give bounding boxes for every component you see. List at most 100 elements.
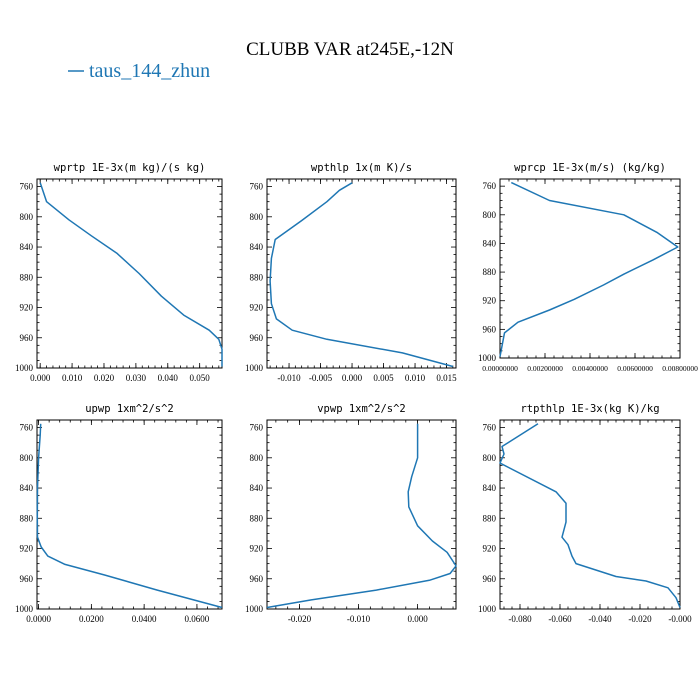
panel-rtpthlp: rtpthlp 1E-3x(kg K)/kg 760 800 840 880 920 960… (478, 403, 692, 624)
x-tick-label-wpthlp: 0.015 (436, 373, 457, 383)
legend-label: taus_144_zhun (89, 60, 210, 82)
y-tick-label-wpthlp: 880 (250, 272, 264, 282)
y-tick-label-wprtp: 800 (20, 212, 34, 222)
x-tick-label-wpthlp: 0.010 (405, 373, 426, 383)
plot-frame-rtpthlp (499, 419, 681, 610)
figure-title: CLUBB VAR at245E,-12N (246, 39, 454, 60)
y-tick-label-wprtp: 760 (20, 182, 34, 192)
x-tick-label-upwp: 0.0600 (185, 614, 210, 624)
panel-title-wpthlp: wpthlp 1x(m K)/s (311, 162, 412, 174)
plot-frame-wpthlp (266, 178, 457, 369)
x-tick-label-vpwp: -0.010 (347, 614, 371, 624)
x-tick-label-wprcp: 0.00800000 (662, 364, 698, 373)
x-tick-label-wpthlp: -0.010 (277, 373, 301, 383)
y-tick-label-wprcp: 1000 (478, 353, 497, 363)
x-tick-label-rtpthlp: -0.080 (508, 614, 532, 624)
y-tick-label-wpthlp: 920 (250, 303, 264, 313)
y-tick-label-wpthlp: 960 (250, 333, 264, 343)
y-tick-label-vpwp: 840 (250, 483, 264, 493)
y-tick-label-rtpthlp: 760 (483, 423, 497, 433)
panel-title-wprcp: wprcp 1E-3x(m/s) (kg/kg) (514, 162, 666, 174)
panel-upwp: upwp 1xm^2/s^2 760 800 840 880 920 960 10000.00… (15, 403, 223, 624)
y-tick-label-rtpthlp: 1000 (478, 604, 497, 614)
x-tick-label-wprtp: 0.050 (190, 373, 211, 383)
x-tick-label-rtpthlp: -0.040 (588, 614, 612, 624)
y-tick-label-rtpthlp: 800 (483, 453, 497, 463)
x-tick-label-rtpthlp: -0.000 (668, 614, 692, 624)
panel-vpwp: vpwp 1xm^2/s^2 760 800 840 880 920 960 1000 -0.0… (245, 403, 457, 624)
y-tick-label-wprcp: 920 (483, 296, 497, 306)
y-tick-label-wpthlp: 760 (250, 182, 264, 192)
x-tick-label-wprtp: 0.040 (158, 373, 179, 383)
y-tick-label-wprcp: 880 (483, 267, 497, 277)
x-tick-label-wpthlp: -0.005 (309, 373, 333, 383)
y-tick-label-upwp: 960 (20, 574, 34, 584)
x-tick-label-wprcp: 0.00200000 (527, 364, 563, 373)
y-tick-label-upwp: 920 (20, 544, 34, 554)
y-tick-label-rtpthlp: 840 (483, 483, 497, 493)
plot-frame-wprtp (36, 178, 223, 369)
y-tick-label-wpthlp: 800 (250, 212, 264, 222)
x-tick-label-vpwp: -0.020 (288, 614, 312, 624)
x-tick-label-upwp: 0.0200 (79, 614, 104, 624)
x-tick-label-wprcp: 0.00400000 (572, 364, 608, 373)
y-tick-label-wprtp: 880 (20, 272, 34, 282)
series-line-rtpthlp (499, 423, 681, 608)
x-tick-label-wprtp: 0.020 (94, 373, 115, 383)
y-tick-label-wprtp: 920 (20, 303, 34, 313)
series-line-upwp (36, 423, 223, 609)
y-tick-label-wprcp: 840 (483, 238, 497, 248)
y-tick-label-wprcp: 960 (483, 324, 497, 334)
y-tick-label-vpwp: 960 (250, 574, 264, 584)
y-tick-label-upwp: 800 (20, 453, 34, 463)
plot-frame-upwp (36, 419, 223, 610)
y-tick-label-upwp: 880 (20, 513, 34, 523)
x-tick-label-wpthlp: 0.000 (342, 373, 363, 383)
panel-wprtp: wprtp 1E-3x(m kg)/(s kg) 760 800 840 880 920 9… (15, 162, 223, 383)
y-tick-label-wprtp: 1000 (15, 363, 34, 373)
x-tick-label-wprtp: 0.010 (62, 373, 83, 383)
chart-panels: wprtp 1E-3x(m kg)/(s kg) 760 800 840 880 920 9… (15, 162, 698, 624)
x-tick-label-upwp: 0.0400 (132, 614, 157, 624)
panel-title-vpwp: vpwp 1xm^2/s^2 (317, 403, 406, 415)
panel-wprcp: wprcp 1E-3x(m/s) (kg/kg) 760 800 840 880 920 9… (478, 162, 698, 373)
y-tick-label-wprtp: 960 (20, 333, 34, 343)
series-line-wprtp (39, 182, 223, 367)
series-line-wpthlp (269, 182, 454, 368)
x-tick-label-rtpthlp: -0.060 (548, 614, 572, 624)
x-tick-label-wprcp: 0.00600000 (617, 364, 653, 373)
x-tick-label-wprtp: 0.030 (126, 373, 147, 383)
y-tick-label-upwp: 840 (20, 483, 34, 493)
x-tick-label-upwp: 0.0000 (26, 614, 51, 624)
y-tick-label-wpthlp: 1000 (245, 363, 264, 373)
y-tick-label-rtpthlp: 880 (483, 513, 497, 523)
x-tick-label-vpwp: 0.000 (407, 614, 428, 624)
y-tick-label-upwp: 1000 (15, 604, 34, 614)
y-tick-label-wprtp: 840 (20, 242, 34, 252)
y-tick-label-vpwp: 760 (250, 423, 264, 433)
series-line-vpwp (266, 423, 457, 609)
y-tick-label-rtpthlp: 920 (483, 544, 497, 554)
panel-title-wprtp: wprtp 1E-3x(m kg)/(s kg) (54, 162, 206, 174)
plot-frame-vpwp (266, 419, 457, 610)
y-tick-label-wprcp: 800 (483, 210, 497, 220)
x-tick-label-wpthlp: 0.005 (373, 373, 394, 383)
panel-wpthlp: wpthlp 1x(m K)/s 760 800 840 880 920 960 1000 -0… (245, 162, 457, 383)
legend: taus_144_zhun (68, 60, 210, 82)
y-tick-label-wprcp: 760 (483, 181, 497, 191)
y-tick-label-wpthlp: 840 (250, 242, 264, 252)
y-tick-label-vpwp: 880 (250, 513, 264, 523)
y-tick-label-vpwp: 1000 (245, 604, 264, 614)
y-tick-label-vpwp: 920 (250, 544, 264, 554)
y-tick-label-vpwp: 800 (250, 453, 264, 463)
x-tick-label-rtpthlp: -0.020 (628, 614, 652, 624)
panel-title-rtpthlp: rtpthlp 1E-3x(kg K)/kg (520, 403, 659, 415)
plot-frame-wprcp (499, 178, 681, 359)
x-tick-label-wprcp: 0.00000000 (482, 364, 518, 373)
y-tick-label-rtpthlp: 960 (483, 574, 497, 584)
series-line-wprcp (499, 181, 679, 357)
panel-title-upwp: upwp 1xm^2/s^2 (85, 403, 174, 415)
x-tick-label-wprtp: 0.000 (30, 373, 51, 383)
y-tick-label-upwp: 760 (20, 423, 34, 433)
